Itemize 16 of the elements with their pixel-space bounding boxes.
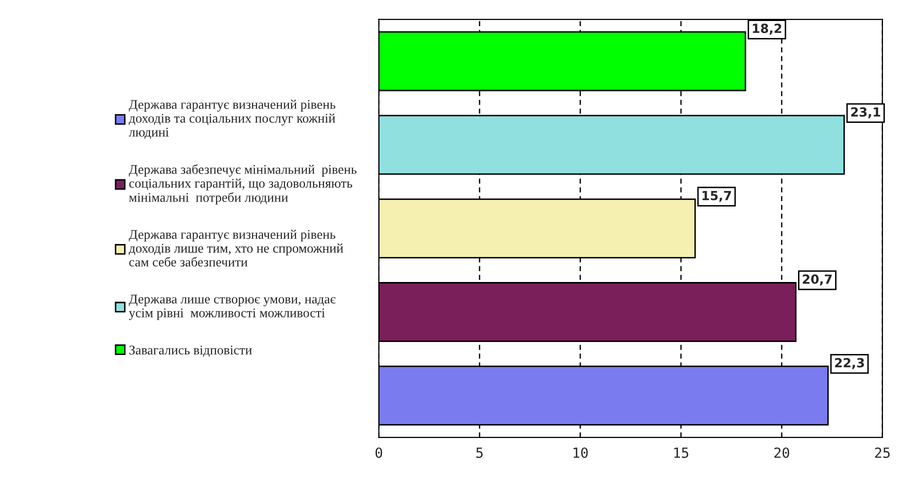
x-tick-label: 5 xyxy=(476,448,483,458)
data-label: 23,1 xyxy=(851,107,880,118)
x-tick-label: 0 xyxy=(376,447,382,458)
data-label: 15,7 xyxy=(702,190,731,202)
legend-label: Завагались відповісти xyxy=(129,346,252,357)
legend-label: Держава гарантує визначений рівень доходів та соціальних послуг кожній людині xyxy=(128,100,336,140)
x-tick-label: 15 xyxy=(674,448,688,458)
legend-label: Держава забезпечує мінімальний рівень соціальних гарантій, що задовольняють мінімальні потреби людини xyxy=(128,164,356,205)
x-tick-label: 10 xyxy=(574,447,588,458)
legend-label: Держава гарантує визначений рівень доходів лише тим, хто не спроможний сам себе забезпечити xyxy=(128,230,344,267)
x-tick-label: 25 xyxy=(875,447,890,458)
data-label: 18,2 xyxy=(752,24,782,35)
data-label: 20,7 xyxy=(802,274,832,286)
legend-label: Держава лише створює умови, надає усім рівні можливості можливості xyxy=(128,294,336,320)
x-tick-label: 20 xyxy=(774,447,790,458)
data-label: 22,3 xyxy=(835,358,864,370)
